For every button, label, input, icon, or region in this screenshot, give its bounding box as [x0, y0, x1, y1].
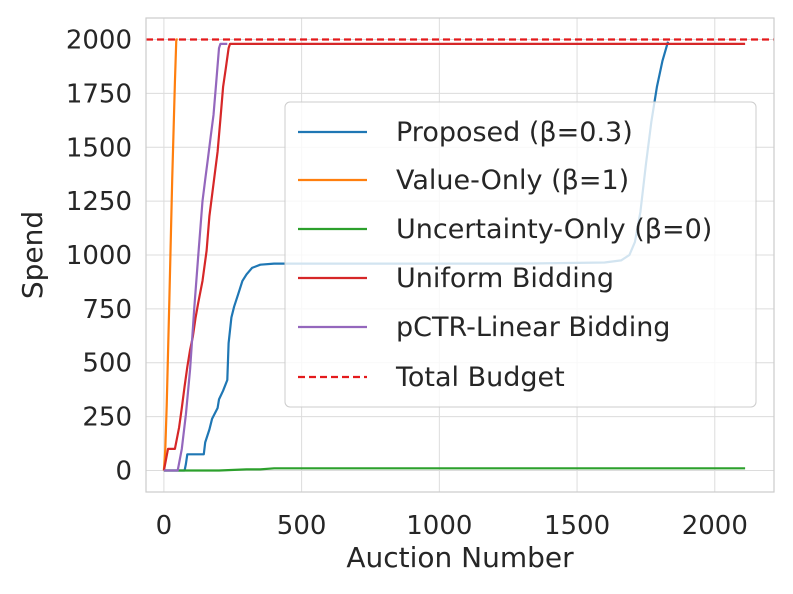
- y-tick-label: 1250: [66, 187, 132, 217]
- y-axis-label: Spend: [16, 211, 49, 299]
- x-tick-label: 1000: [406, 511, 472, 541]
- legend-label-proposed: Proposed (β=0.3): [396, 117, 633, 148]
- plot-frame: [145, 17, 775, 493]
- x-axis-label: Auction Number: [346, 541, 574, 574]
- y-tick-label: 1000: [66, 241, 132, 271]
- legend-box: [284, 101, 757, 408]
- y-tick-label: 250: [82, 403, 132, 433]
- y-tick-label: 2000: [66, 26, 132, 56]
- x-tick-label: 2000: [682, 511, 748, 541]
- y-ticks: 0 250 500 750 1000 1250 1500 1750 2000: [66, 26, 132, 487]
- series-line-pctr: [163, 42, 228, 472]
- y-tick-label: 0: [115, 456, 132, 486]
- x-ticks: 0 500 1000 1500 2000: [156, 511, 748, 541]
- x-tick-label: 1500: [544, 511, 610, 541]
- legend-label-value-only: Value-Only (β=1): [396, 165, 629, 196]
- legend-label-uncertainty-only: Uncertainty-Only (β=0): [396, 214, 712, 245]
- legend-label-pctr: pCTR-Linear Bidding: [396, 312, 670, 343]
- y-tick-label: 1750: [66, 79, 132, 109]
- series-line-uncertainty-only: [163, 467, 746, 472]
- x-tick-label: 500: [277, 511, 327, 541]
- y-tick-label: 750: [82, 295, 132, 325]
- series-line-uniform: [162, 42, 746, 471]
- y-tick-label: 500: [82, 349, 132, 379]
- legend-label-total-budget: Total Budget: [395, 362, 565, 393]
- legend: Proposed (β=0.3) Value-Only (β=1) Uncert…: [284, 101, 757, 408]
- y-tick-label: 1500: [66, 133, 132, 163]
- legend-label-uniform: Uniform Bidding: [396, 263, 614, 294]
- series-line-value-only: [162, 38, 178, 471]
- x-tick-label: 0: [156, 511, 173, 541]
